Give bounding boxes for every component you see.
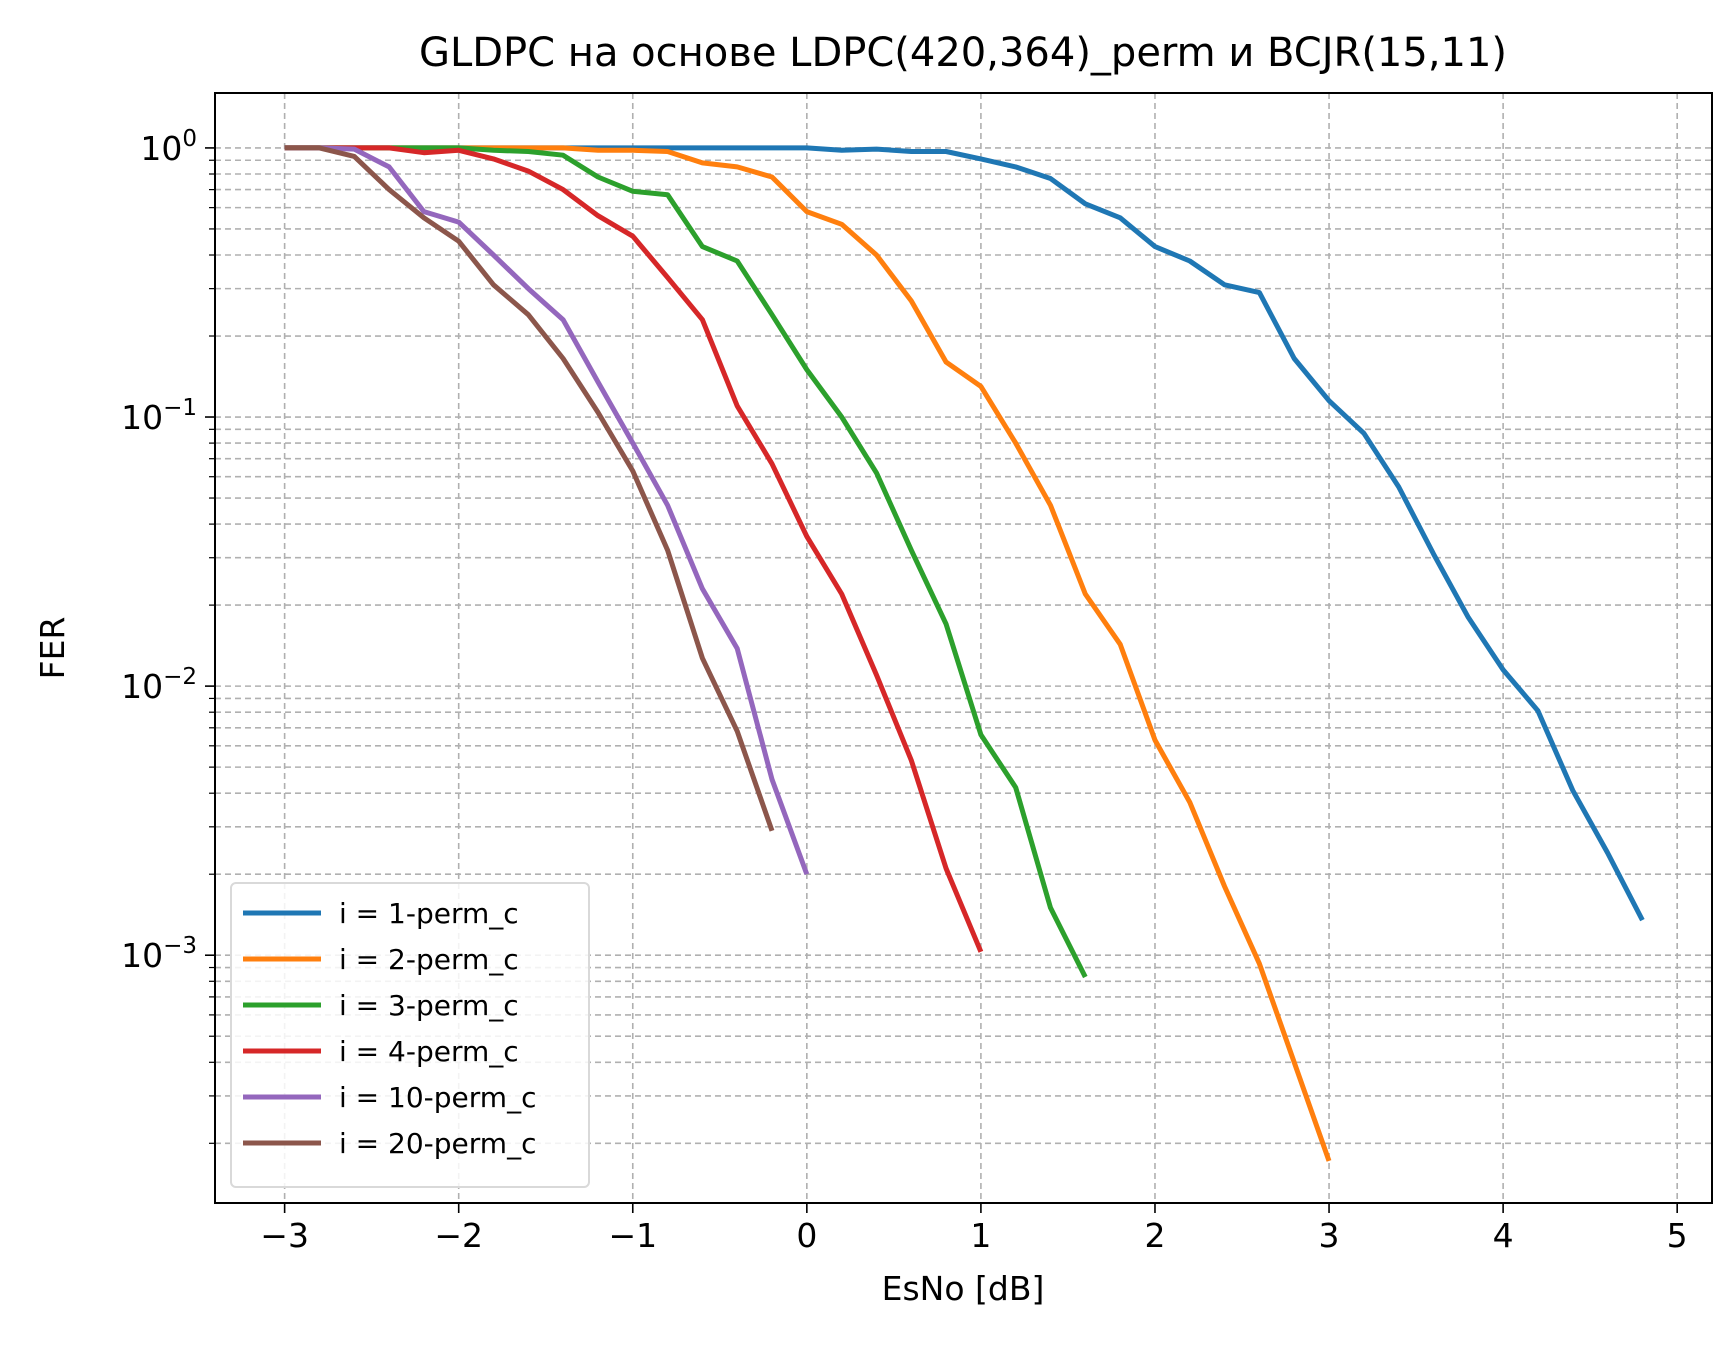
legend: i = 1-perm_ci = 2-perm_ci = 3-perm_ci = … [230,882,590,1188]
legend-entry-label: i = 1-perm_c [339,897,519,930]
series-line [284,145,810,876]
legend-entry-label: i = 20-perm_c [339,1127,536,1160]
x-tick-label: 3 [1319,1216,1340,1255]
y-tick-label: 10−2 [121,664,197,706]
x-tick-label: 0 [796,1216,817,1255]
legend-entry-label: i = 4-perm_c [339,1035,519,1068]
x-tick-label: 5 [1667,1216,1688,1255]
y-axis-label: FER [33,617,72,680]
series-lines [284,145,1645,1162]
grid [215,93,1712,1203]
legend-entry-label: i = 10-perm_c [339,1081,536,1114]
axis-ticks: −3 −2 −1 0 1 2 3 4 5 100 10−1 10−2 10−3 [121,126,1688,1255]
x-tick-label: 4 [1493,1216,1514,1255]
y-tick-label: 100 [140,126,197,168]
series-line [284,145,1088,979]
x-tick-label: −1 [608,1216,657,1255]
plot-frame [214,92,1713,1204]
legend-entry-label: i = 3-perm_c [339,989,519,1022]
x-tick-label: 2 [1144,1216,1165,1255]
series-line [284,145,984,953]
y-tick-label: 10−1 [121,395,197,437]
x-tick-label: −3 [260,1216,309,1255]
chart-title: GLDPC на основе LDPC(420,364)_perm и BCJ… [419,30,1507,76]
x-axis-label: EsNo [dB] [882,1269,1045,1308]
x-tick-label: −2 [434,1216,483,1255]
legend-entry-label: i = 2-perm_c [339,943,519,976]
x-tick-label: 1 [970,1216,991,1255]
y-tick-label: 10−3 [121,933,197,975]
series-line [284,145,775,832]
